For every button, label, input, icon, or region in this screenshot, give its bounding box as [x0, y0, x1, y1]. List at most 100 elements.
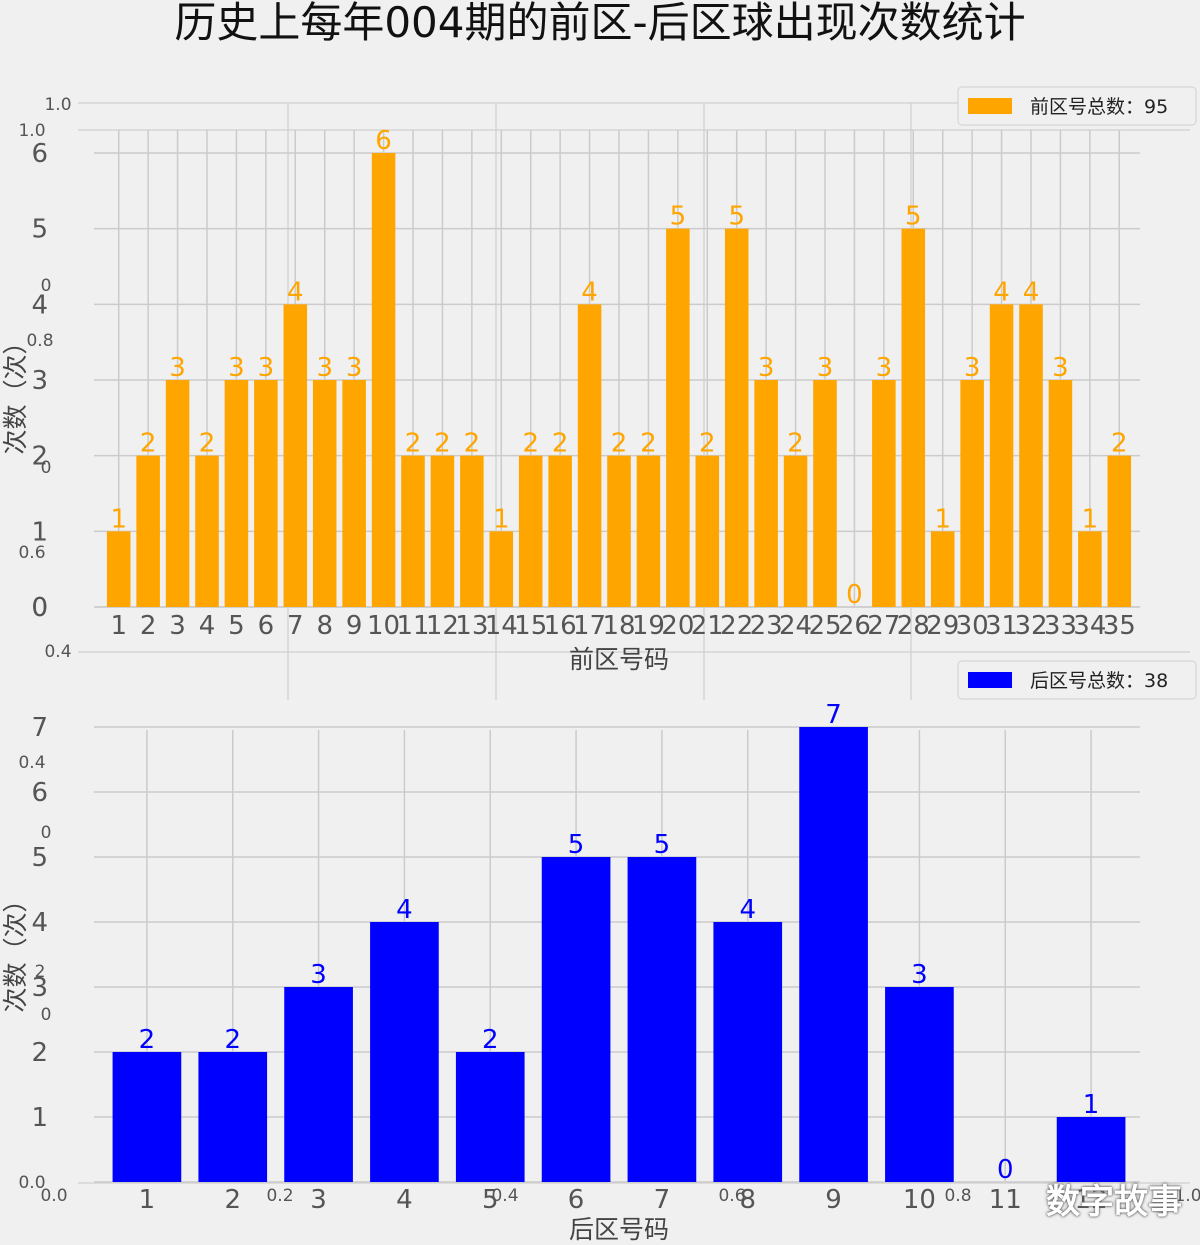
bar	[489, 531, 514, 607]
x-tick-label: 31	[985, 611, 1018, 641]
bar-value-label: 2	[611, 429, 628, 459]
y-tick-label: 1	[31, 517, 48, 547]
x-tick-label: 2	[224, 1185, 241, 1215]
bar-value-label: 3	[258, 353, 275, 383]
x-tick-label: 13	[455, 611, 488, 641]
x-tick-label: 6	[568, 1185, 585, 1215]
x-tick-label: 1	[139, 1185, 156, 1215]
ghost-tick-label: 0.6	[18, 543, 45, 563]
x-tick-label: 8	[316, 611, 333, 641]
bar	[799, 727, 868, 1182]
bar	[370, 922, 439, 1182]
x-tick-label: 2	[140, 611, 157, 641]
x-tick-label: 9	[825, 1185, 842, 1215]
x-tick-label: 15	[514, 611, 547, 641]
legend-box	[957, 86, 1197, 126]
bar	[1107, 455, 1132, 607]
bar	[401, 455, 425, 607]
x-tick-label: 28	[897, 611, 930, 641]
ghost-tick-label: 0.0	[40, 1186, 67, 1206]
bar-value-label: 5	[654, 830, 671, 860]
x-tick-label: 32	[1014, 611, 1047, 641]
bar	[960, 380, 984, 607]
x-tick-label: 7	[654, 1185, 671, 1215]
bar-value-label: 4	[581, 277, 598, 307]
y-tick-label: 4	[31, 290, 48, 320]
bar-value-label: 2	[405, 429, 422, 459]
x-tick-label: 12	[1075, 1185, 1108, 1215]
x-tick-label: 5	[228, 611, 245, 641]
x-tick-label: 22	[720, 611, 753, 641]
bar-value-label: 4	[396, 895, 413, 925]
y-axis-label: 次数（次）	[1, 329, 30, 454]
bar-value-label: 2	[139, 1025, 156, 1055]
ghost-tick-label: 2	[35, 962, 46, 982]
bar-value-label: 4	[739, 895, 756, 925]
bar	[695, 455, 720, 607]
x-tick-label: 20	[661, 611, 694, 641]
bar-value-label: 2	[482, 1025, 499, 1055]
bar	[106, 531, 131, 607]
x-tick-label: 23	[750, 611, 783, 641]
bar-value-label: 5	[568, 830, 585, 860]
watermark-text: 数字故事	[1046, 1182, 1182, 1222]
ghost-tick-label: 0.8	[944, 1186, 971, 1206]
x-tick-label: 17	[573, 611, 606, 641]
bar-value-label: 3	[758, 353, 775, 383]
bar-value-label: 1	[1083, 1090, 1100, 1120]
ghost-tick-label: 0.4	[44, 642, 71, 662]
bar	[224, 380, 249, 607]
y-tick-label: 6	[31, 778, 48, 808]
bar-value-label: 3	[346, 353, 363, 383]
ghost-tick-label: 0	[41, 1005, 52, 1025]
x-tick-label: 19	[632, 611, 665, 641]
bar	[627, 857, 697, 1182]
bar	[1078, 531, 1102, 607]
y-tick-label: 6	[31, 139, 48, 169]
x-tick-label: 10	[367, 611, 400, 641]
bar-value-label: 2	[522, 429, 539, 459]
bar	[783, 455, 808, 607]
x-tick-label: 4	[396, 1185, 413, 1215]
x-tick-label: 12	[426, 611, 459, 641]
bar-value-label: 5	[905, 202, 922, 232]
x-tick-label: 35	[1103, 611, 1136, 641]
ghost-tick-label: 0.4	[18, 753, 45, 773]
bar-value-label: 1	[493, 504, 510, 534]
bar-value-label: 4	[1023, 277, 1040, 307]
bar-value-label: 2	[787, 429, 804, 459]
bar-value-label: 1	[934, 504, 951, 534]
ghost-tick-label: 0.0	[18, 1173, 45, 1193]
bar	[885, 987, 954, 1182]
x-tick-label: 21	[691, 611, 724, 641]
bar	[195, 455, 219, 607]
x-tick-label: 6	[258, 611, 275, 641]
bar-value-label: 3	[817, 353, 834, 383]
bar	[989, 304, 1014, 607]
y-tick-label: 7	[31, 713, 48, 743]
legend-label: 前区号总数：95	[1030, 96, 1168, 118]
x-tick-label: 33	[1044, 611, 1077, 641]
bar-value-label: 3	[316, 353, 333, 383]
bar	[254, 380, 278, 607]
bar	[930, 531, 955, 607]
x-tick-label: 11	[396, 611, 429, 641]
bar-value-label: 7	[825, 700, 842, 730]
bar-value-label: 5	[728, 202, 745, 232]
ghost-tick-label: 1.0	[1174, 1186, 1200, 1206]
y-tick-label: 5	[31, 215, 48, 245]
ghost-tick-label: 0.4	[491, 1186, 518, 1206]
legend-box	[957, 660, 1197, 700]
x-tick-label: 18	[602, 611, 635, 641]
y-tick-label: 3	[31, 366, 48, 396]
bar	[541, 857, 611, 1182]
bar-value-label: 2	[140, 429, 157, 459]
chart-title: 历史上每年004期的前区-后区球出现次数统计	[174, 0, 1026, 47]
bar-value-label: 6	[375, 126, 392, 156]
y-tick-label: 2	[31, 442, 48, 472]
x-tick-label: 16	[544, 611, 577, 641]
legend-label: 后区号总数：38	[1030, 670, 1168, 692]
bar	[901, 228, 926, 607]
